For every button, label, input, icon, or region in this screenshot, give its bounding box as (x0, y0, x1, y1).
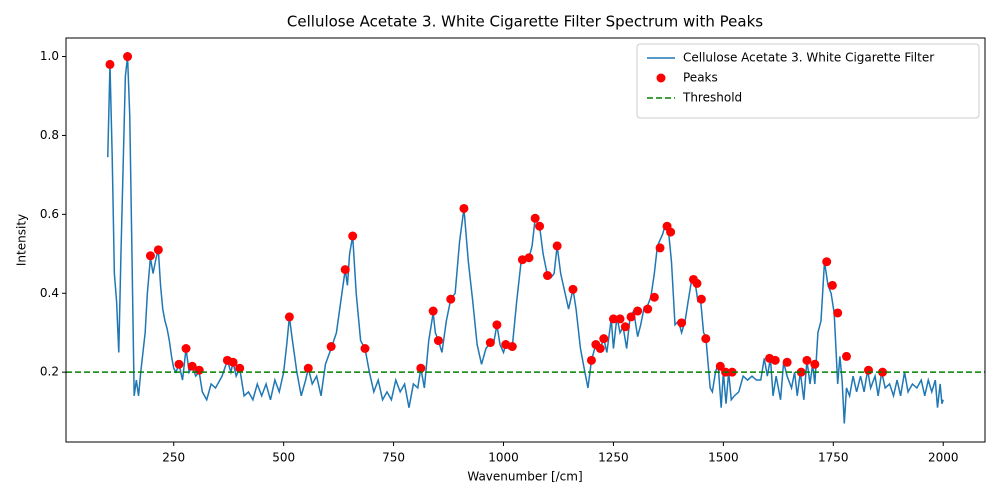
peak-point (796, 367, 806, 377)
y-tick-label: 0.8 (40, 128, 59, 142)
peak-point (810, 359, 820, 369)
peak-point (833, 308, 843, 318)
peak-point (326, 342, 336, 352)
peak-point (105, 59, 115, 69)
peak-point (428, 306, 438, 316)
peak-point (194, 365, 204, 375)
y-tick-label: 0.2 (40, 365, 59, 379)
y-tick-label: 0.4 (40, 286, 59, 300)
peak-point (643, 304, 653, 314)
legend-box (636, 43, 980, 119)
peak-point (568, 284, 578, 294)
peak-point (770, 355, 780, 365)
plot-frame (65, 37, 986, 443)
peak-point (827, 280, 837, 290)
peak-point (416, 363, 426, 373)
peak-point (586, 355, 596, 365)
legend-label: Peaks (683, 71, 718, 85)
legend-label: Threshold (682, 91, 742, 105)
peak-point (715, 361, 725, 371)
x-tick-label: 500 (272, 451, 295, 465)
peak-point (340, 265, 350, 275)
peak-point (615, 314, 625, 324)
peak-point (485, 338, 495, 348)
peak-point (626, 312, 636, 322)
peak-point (459, 203, 469, 213)
x-tick-label: 1500 (708, 451, 739, 465)
peak-point (841, 351, 851, 361)
peak-point (284, 312, 294, 322)
x-axis-label: Wavenumber [/cm] (467, 470, 582, 484)
peak-point (433, 336, 443, 346)
legend-swatch (656, 73, 666, 83)
peak-point (303, 363, 313, 373)
peak-point (228, 357, 238, 367)
peak-point (878, 367, 888, 377)
peak-point (174, 359, 184, 369)
peak-point (507, 342, 517, 352)
peak-point (552, 241, 562, 251)
peak-point (633, 306, 643, 316)
peak-point (863, 365, 873, 375)
peak-point (595, 343, 605, 353)
y-tick-label: 1.0 (40, 49, 59, 63)
x-tick-label: 2000 (928, 451, 959, 465)
chart-title: Cellulose Acetate 3. White Cigarette Fil… (287, 13, 763, 31)
peak-point (446, 294, 456, 304)
peak-point (360, 343, 370, 353)
peak-point (802, 355, 812, 365)
peak-point (181, 343, 191, 353)
peak-point (822, 257, 832, 267)
peak-point (542, 271, 552, 281)
peak-point (620, 322, 630, 332)
y-tick-label: 0.6 (40, 207, 59, 221)
x-tick-label: 1750 (818, 451, 849, 465)
x-tick-label: 750 (382, 451, 405, 465)
peak-point (599, 334, 609, 344)
peak-point (187, 361, 197, 371)
peak-point (649, 292, 659, 302)
peak-point (524, 253, 534, 263)
peak-point (492, 320, 502, 330)
peak-point (153, 245, 163, 255)
peak-point (692, 278, 702, 288)
x-tick-label: 1250 (598, 451, 629, 465)
legend-label: Cellulose Acetate 3. White Cigarette Fil… (683, 51, 934, 65)
peak-point (696, 294, 706, 304)
peak-point (348, 231, 358, 241)
x-tick-label: 250 (162, 451, 185, 465)
x-tick-label: 1000 (488, 451, 519, 465)
peak-point (782, 357, 792, 367)
peak-point (655, 243, 665, 253)
peak-point (666, 227, 676, 237)
peak-point (677, 318, 687, 328)
y-axis-label: Intensity (15, 214, 29, 266)
peak-point (701, 334, 711, 344)
peak-point (608, 314, 618, 324)
peak-point (535, 221, 545, 231)
peak-point (123, 52, 133, 62)
peak-point (530, 213, 540, 223)
peak-point (235, 363, 245, 373)
peak-point (145, 251, 155, 261)
